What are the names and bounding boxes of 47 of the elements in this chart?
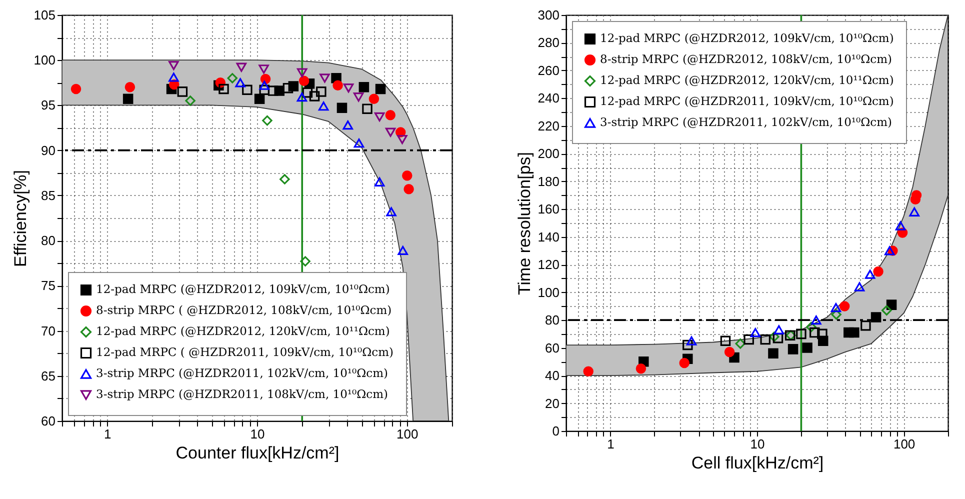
legend-label: 8-strip MRPC (@HZDR2012, 108kV/cm, 10¹⁰Ωcm) xyxy=(600,52,892,66)
legend-label: 8-strip MRPC ( @HZDR2012, 108kV/cm, 10¹⁰Ωcm) xyxy=(96,303,392,317)
y-tick-label: 70 xyxy=(41,323,56,338)
y-tick-label: 75 xyxy=(41,278,56,294)
y-tick-label: 95 xyxy=(41,98,56,113)
y-tick-label: 140 xyxy=(538,229,560,244)
legend-label: 12-pad MRPC (@HZDR2011, 109kV/cm, 10¹⁰Ωcm) xyxy=(600,94,894,108)
x-tick-label: 10 xyxy=(250,426,265,442)
x-tick-label: 100 xyxy=(893,436,916,452)
x-tick-label: 10 xyxy=(750,436,765,452)
y-tick-label: 160 xyxy=(538,202,560,217)
y-tick-label: 105 xyxy=(34,8,56,22)
y-axis-title: Efficiency[%] xyxy=(10,170,30,268)
y-tick-label: 200 xyxy=(538,146,560,162)
legend-label: 12-pad MRPC ( @HZDR2011, 109kV/cm, 10¹⁰Ωcm) xyxy=(96,345,394,359)
y-tick-label: 240 xyxy=(538,90,560,106)
y-tick-label: 80 xyxy=(41,233,56,248)
y-tick-label: 280 xyxy=(538,35,560,50)
y-tick-label: 60 xyxy=(41,414,56,428)
x-tick-label: 100 xyxy=(396,426,418,442)
legend-label: 12-pad MRPC (@HZDR2012, 109kV/cm, 10¹⁰Ωcm) xyxy=(600,31,894,45)
legend-label: 3-strip MRPC (@HZDR2011, 108kV/cm, 10¹⁰Ωcm) xyxy=(96,387,388,401)
y-tick-label: 85 xyxy=(41,188,56,203)
x-axis-title: Counter flux[kHz/cm²] xyxy=(176,444,340,462)
y-tick-label: 60 xyxy=(545,340,560,356)
y-tick-label: 300 xyxy=(538,8,560,22)
y-tick-label: 20 xyxy=(545,396,560,411)
legend-label: 3-strip MRPC (@HZDR2011, 102kV/cm, 10¹⁰Ωcm) xyxy=(600,115,892,129)
x-tick-label: 1 xyxy=(607,436,614,452)
y-tick-label: 260 xyxy=(538,62,560,78)
y-tick-label: 40 xyxy=(545,368,560,384)
legend-label: 12-pad MRPC (@HZDR2012, 120kV/cm, 10¹¹Ωcm) xyxy=(96,324,390,338)
x-axis-title: Cell flux[kHz/cm²] xyxy=(691,454,824,472)
legend-label: 3-strip MRPC (@HZDR2011, 102kV/cm, 10¹⁰Ωcm) xyxy=(96,366,388,380)
y-tick-label: 80 xyxy=(545,312,560,328)
y-tick-label: 100 xyxy=(538,284,560,300)
y-tick-label: 180 xyxy=(538,174,560,189)
x-tick-label: 1 xyxy=(104,426,112,442)
y-tick-label: 90 xyxy=(41,142,56,158)
y-tick-label: 0 xyxy=(552,424,560,438)
legend-label: 12-pad MRPC (@HZDR2012, 109kV/cm, 10¹⁰Ωcm) xyxy=(96,282,390,296)
y-tick-label: 65 xyxy=(41,368,56,384)
y-tick-label: 220 xyxy=(538,118,560,134)
y-tick-label: 100 xyxy=(34,52,56,68)
legend-label: 12-pad MRPC (@HZDR2012, 120kV/cm, 10¹¹Ωcm) xyxy=(600,73,894,87)
y-axis-title: Time resolution[ps] xyxy=(514,152,534,295)
y-tick-label: 120 xyxy=(538,257,560,272)
